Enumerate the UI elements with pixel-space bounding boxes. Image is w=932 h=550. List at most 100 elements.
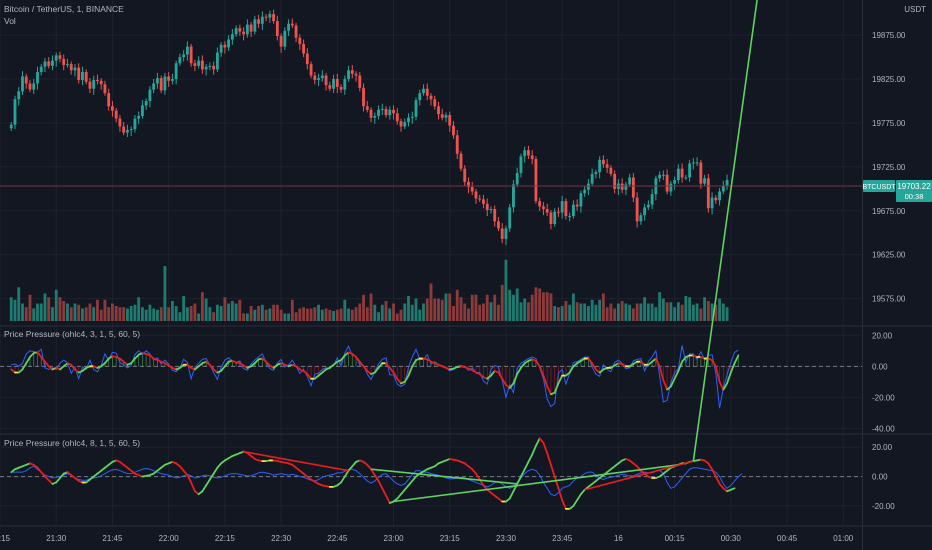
volume-bar — [193, 303, 197, 321]
candle — [290, 23, 294, 26]
candle — [665, 174, 669, 192]
pressure-slow-signal-segment — [520, 468, 526, 478]
pressure-fast-signal-segment — [396, 377, 402, 385]
volume-bar — [268, 308, 272, 321]
candle — [482, 199, 485, 204]
candle — [227, 39, 231, 48]
volume-bar — [676, 302, 680, 321]
volume-bar — [699, 308, 703, 321]
candle — [129, 129, 133, 131]
volume-bar — [512, 294, 515, 321]
pressure-slow-signal-segment — [576, 493, 582, 501]
pressure-slow-signal-segment — [508, 490, 515, 500]
pressure-slow-signal-segment — [553, 475, 560, 490]
price-axis-label: 19625.00 — [872, 251, 906, 260]
pressure-slow-signal-segment — [216, 462, 223, 469]
pressure-fast-axis-label: 0.00 — [872, 362, 888, 371]
time-axis-label: 22:45 — [327, 534, 348, 543]
pressure-slow-signal-segment — [471, 468, 477, 475]
candle — [373, 115, 377, 118]
pressure-fast-signal-segment — [546, 385, 552, 396]
volume-bar — [47, 297, 51, 321]
volume-bar — [21, 303, 24, 321]
pressure-fast-signal-segment — [557, 374, 564, 385]
time-axis-label: 22:15 — [215, 534, 236, 543]
candle — [706, 178, 710, 209]
pressure-fast-signal-segment — [377, 362, 384, 369]
volume-bar — [639, 303, 643, 321]
volume-bar — [590, 299, 594, 321]
pressure-slow-axis-label: 20.00 — [872, 443, 893, 452]
candle — [493, 209, 497, 222]
volume-bar — [223, 297, 227, 321]
candle — [392, 109, 395, 114]
candle — [530, 155, 534, 159]
candle — [51, 60, 54, 66]
volume-bar — [527, 302, 530, 321]
candle — [508, 207, 512, 229]
price-axis-label: 19675.00 — [872, 207, 906, 216]
pressure-fast-signal-segment — [130, 357, 136, 365]
candle — [268, 14, 272, 18]
candle — [463, 168, 467, 182]
candle — [84, 72, 88, 82]
volume-bar — [452, 306, 455, 321]
pressure-fast-signal-segment — [497, 371, 504, 380]
indicator-1-label: Price Pressure (ohlc4, 3, 1, 5, 60, 5) — [4, 329, 141, 339]
candle — [298, 37, 302, 44]
candle — [646, 204, 650, 208]
pressure-slow-signal-segment — [531, 444, 537, 456]
volume-bar — [658, 292, 662, 321]
volume-bar — [482, 303, 485, 321]
candle — [182, 54, 186, 58]
candle — [384, 108, 388, 116]
volume-bar — [568, 304, 572, 321]
volume-bar — [459, 297, 463, 321]
pressure-slow-signal-segment — [729, 487, 736, 491]
volume-bar — [88, 303, 92, 321]
volume-bar — [81, 308, 84, 321]
volume-bar — [317, 304, 320, 321]
volume-bar — [474, 294, 478, 321]
volume-bar — [403, 303, 407, 321]
volume-bar — [691, 304, 695, 321]
pressure-slow-signal-segment — [59, 472, 65, 479]
volume-bar — [579, 303, 583, 321]
candle — [193, 63, 197, 66]
candle — [718, 191, 722, 201]
volume-bar — [609, 303, 613, 321]
volume-bar — [126, 308, 129, 321]
volume-bar — [665, 302, 669, 321]
candle — [17, 91, 21, 100]
candle — [272, 14, 276, 22]
candle — [474, 191, 478, 199]
pressure-fast-signal-segment — [25, 356, 31, 365]
candle — [107, 93, 111, 107]
volume-bar — [470, 294, 474, 321]
candle — [302, 43, 305, 54]
candle — [568, 216, 572, 218]
candle — [714, 197, 718, 201]
volume-bar — [463, 303, 467, 321]
candle — [564, 201, 568, 217]
candle — [208, 65, 212, 67]
candle — [343, 79, 347, 90]
pressure-slow-signal-segment — [351, 460, 357, 468]
volume-bar — [384, 301, 388, 321]
candle — [122, 126, 126, 133]
candle — [609, 167, 613, 174]
candle — [279, 36, 283, 47]
volume-bar — [422, 303, 425, 321]
volume-bar — [122, 307, 126, 321]
candle — [309, 64, 313, 76]
volume-bar — [373, 304, 377, 321]
volume-label: Vol — [4, 16, 16, 26]
candle — [440, 114, 444, 118]
pressure-fast-signal-segment — [654, 357, 661, 368]
pressure-fast-signal-segment — [392, 371, 399, 380]
time-axis-label: 01:00 — [833, 534, 854, 543]
volume-bar — [144, 309, 148, 321]
volume-bar — [669, 302, 673, 321]
candle — [62, 58, 66, 65]
